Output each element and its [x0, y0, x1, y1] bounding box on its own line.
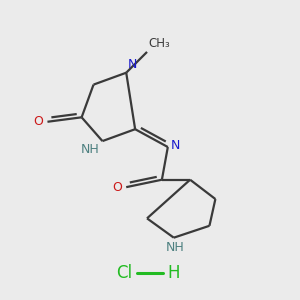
Text: CH₃: CH₃ — [148, 38, 170, 50]
Text: O: O — [33, 115, 43, 128]
Text: Cl: Cl — [116, 264, 132, 282]
Text: N: N — [171, 139, 180, 152]
Text: H: H — [168, 264, 180, 282]
Text: O: O — [112, 181, 122, 194]
Text: NH: NH — [166, 241, 184, 254]
Text: N: N — [128, 58, 137, 71]
Text: NH: NH — [81, 142, 100, 156]
